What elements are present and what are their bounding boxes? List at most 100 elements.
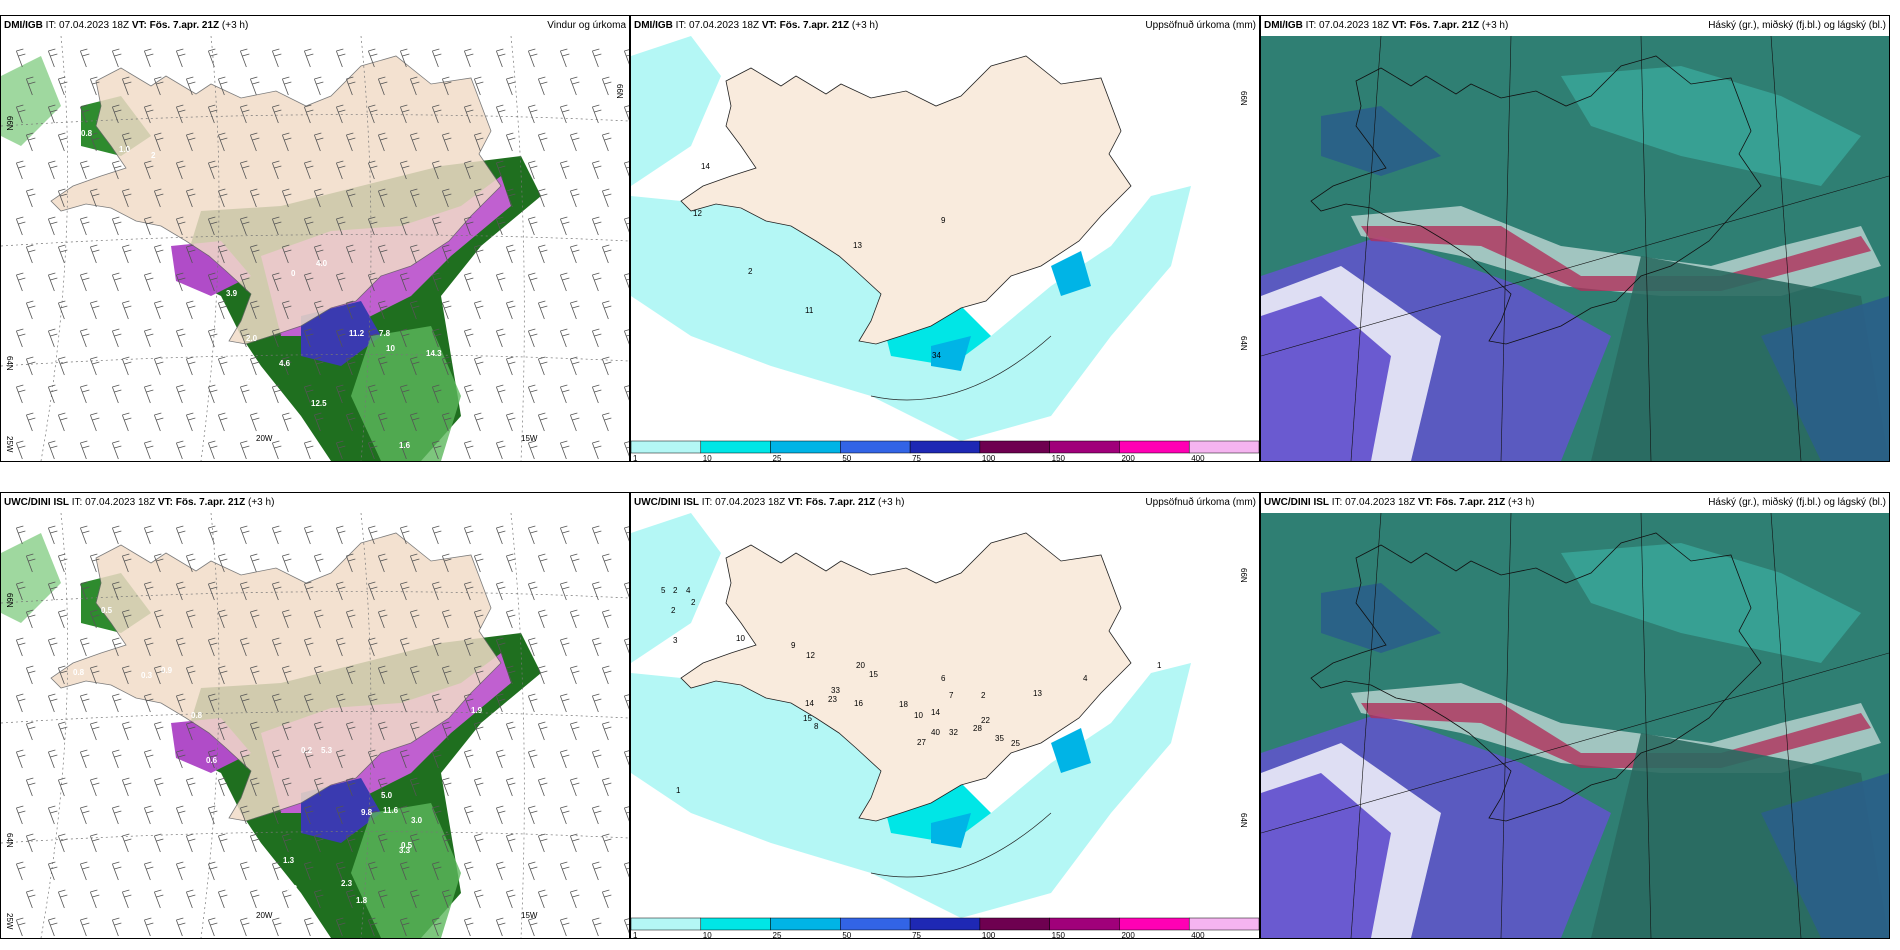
colorbar-swatch: [1119, 917, 1190, 931]
wind-value-label: 1.3: [283, 856, 295, 865]
wind-value-label: 0.5: [401, 841, 413, 850]
wind-value-label: 2.0: [246, 334, 258, 343]
panel-header: UWC/DINI ISL IT: 07.04.2023 18Z VT: Fös.…: [631, 493, 1259, 513]
wind-value-label: 1.0: [46, 626, 58, 635]
map-cloud: [1261, 36, 1889, 461]
colorbar-swatch: [631, 917, 702, 931]
precip-value-label: 1: [1157, 661, 1162, 670]
colorbar-tick: 150: [1052, 931, 1066, 938]
colorbar-tick: 10: [703, 454, 712, 461]
precip-value-label: 18: [899, 700, 908, 709]
precip-value-label: 6: [941, 674, 946, 683]
colorbar-swatch: [909, 917, 981, 931]
panel-header: DMI/IGB IT: 07.04.2023 18Z VT: Fös. 7.ap…: [1261, 16, 1889, 36]
precip-value-label: 28: [973, 724, 982, 733]
lat-label: 66N: [1239, 91, 1248, 106]
precip-value-label: 2: [691, 598, 696, 607]
wind-value-label: 0.2: [89, 169, 101, 178]
colorbar-swatch: [1188, 440, 1259, 454]
wind-value-label: 0.9: [161, 666, 173, 675]
colorbar-tick: 200: [1121, 454, 1135, 461]
precip-value-label: 4: [686, 586, 691, 595]
colorbar-swatch: [770, 917, 841, 931]
precip-value-label: 12: [693, 209, 702, 218]
lat-label: 64N: [1239, 813, 1248, 828]
precip-value-label: 9: [941, 216, 946, 225]
map-wind: 0.8 1.0 2 0.2 2.7 3.9 4.0 0 2.0 4.6 11.2 7.8 10 14.3 1…: [1, 36, 629, 461]
precip-value-label: 15: [869, 670, 878, 679]
colorbar-tick: 10: [703, 931, 712, 938]
colorbar-swatch: [1119, 440, 1190, 454]
lat-label: 64N: [5, 356, 14, 371]
precip-value-label: 22: [981, 716, 990, 725]
colorbar-tick: 75: [912, 931, 921, 938]
precip-value-label: 10: [914, 711, 923, 720]
precip-value-label: 1: [676, 786, 681, 795]
lon-label: 15W: [521, 434, 538, 443]
colorbar-swatch: [979, 917, 1050, 931]
colorbar-swatch: [840, 917, 911, 931]
colorbar-tick: 50: [842, 454, 851, 461]
wind-value-label: 0.3: [141, 671, 153, 680]
colorbar-tick: 50: [842, 931, 851, 938]
wind-value-label: 1.0: [31, 646, 43, 655]
map-cloud: [1261, 513, 1889, 938]
panel-title: Háský (gr.), miðský (fj.bl.) og lágský (…: [1708, 497, 1886, 508]
precip-value-label: 5: [661, 586, 666, 595]
lat-label: 25W: [5, 436, 14, 453]
precip-value-label: 35: [995, 734, 1004, 743]
panel-header: DMI/IGB IT: 07.04.2023 18Z VT: Fös. 7.ap…: [1, 16, 629, 36]
wind-value-label: 2: [151, 151, 156, 160]
precip-value-label: 2: [673, 586, 678, 595]
wind-value-label: 1.0: [119, 145, 131, 154]
panel-title: Vindur og úrkoma: [547, 20, 626, 31]
lon-label: 15W: [521, 911, 538, 920]
panel-wind-dmi: DMI/IGB IT: 07.04.2023 18Z VT: Fös. 7.ap…: [0, 15, 630, 462]
colorbar-swatch: [909, 440, 981, 454]
wind-value-label: 2.3: [341, 879, 353, 888]
colorbar-swatch: [770, 440, 841, 454]
lat-label: 25W: [5, 913, 14, 930]
colorbar-tick: 75: [912, 454, 921, 461]
wind-value-label: 1.9: [471, 706, 483, 715]
wind-value-label: 5.3: [321, 746, 333, 755]
precip-value-label: 32: [949, 728, 958, 737]
colorbar-tick: 150: [1052, 454, 1066, 461]
lat-label: 64N: [1239, 336, 1248, 351]
wind-value-label: 14.3: [426, 349, 442, 358]
wind-value-label: 0.2: [286, 884, 298, 893]
precip-value-label: 12: [806, 651, 815, 660]
precip-value-label: 7: [949, 691, 954, 700]
panel-wind-uwc: UWC/DINI ISL IT: 07.04.2023 18Z VT: Fös.…: [0, 492, 630, 939]
colorbar-swatch: [631, 440, 702, 454]
colorbar-tick: 1: [633, 454, 638, 461]
wind-value-label: 11.6: [383, 806, 399, 815]
precip-value-label: 13: [853, 241, 862, 250]
wind-value-label: 4.6: [279, 359, 291, 368]
precip-value-label: 14: [931, 708, 940, 717]
wind-value-label: 0.6: [206, 756, 218, 765]
panel-header: UWC/DINI ISL IT: 07.04.2023 18Z VT: Fös.…: [1261, 493, 1889, 513]
wind-value-label: 12.5: [311, 399, 327, 408]
wind-value-label: 3.3: [399, 846, 411, 855]
wind-value-label: 7.8: [379, 329, 391, 338]
colorbar-swatch: [700, 440, 771, 454]
wind-value-label: 0.8: [73, 668, 85, 677]
precip-value-label: 34: [932, 351, 941, 360]
wind-value-label: 5.0: [381, 791, 393, 800]
precip-value-label: 3: [673, 636, 678, 645]
panel-title: Háský (gr.), miðský (fj.bl.) og lágský (…: [1708, 20, 1886, 31]
wind-value-label: 0.8: [191, 711, 203, 720]
lat-label: 66N: [615, 84, 624, 99]
wind-value-label: 0: [291, 269, 296, 278]
colorbar-tick: 25: [773, 931, 782, 938]
colorbar-swatch: [979, 440, 1050, 454]
panel-cloud-uwc: UWC/DINI ISL IT: 07.04.2023 18Z VT: Fös.…: [1260, 492, 1890, 939]
colorbar-swatch: [840, 440, 911, 454]
colorbar-tick: 25: [773, 454, 782, 461]
precip-value-label: 9: [791, 641, 796, 650]
precip-value-label: 13: [1033, 689, 1042, 698]
wind-value-label: 4.0: [316, 259, 328, 268]
wind-value-label: 0.7: [36, 814, 48, 823]
